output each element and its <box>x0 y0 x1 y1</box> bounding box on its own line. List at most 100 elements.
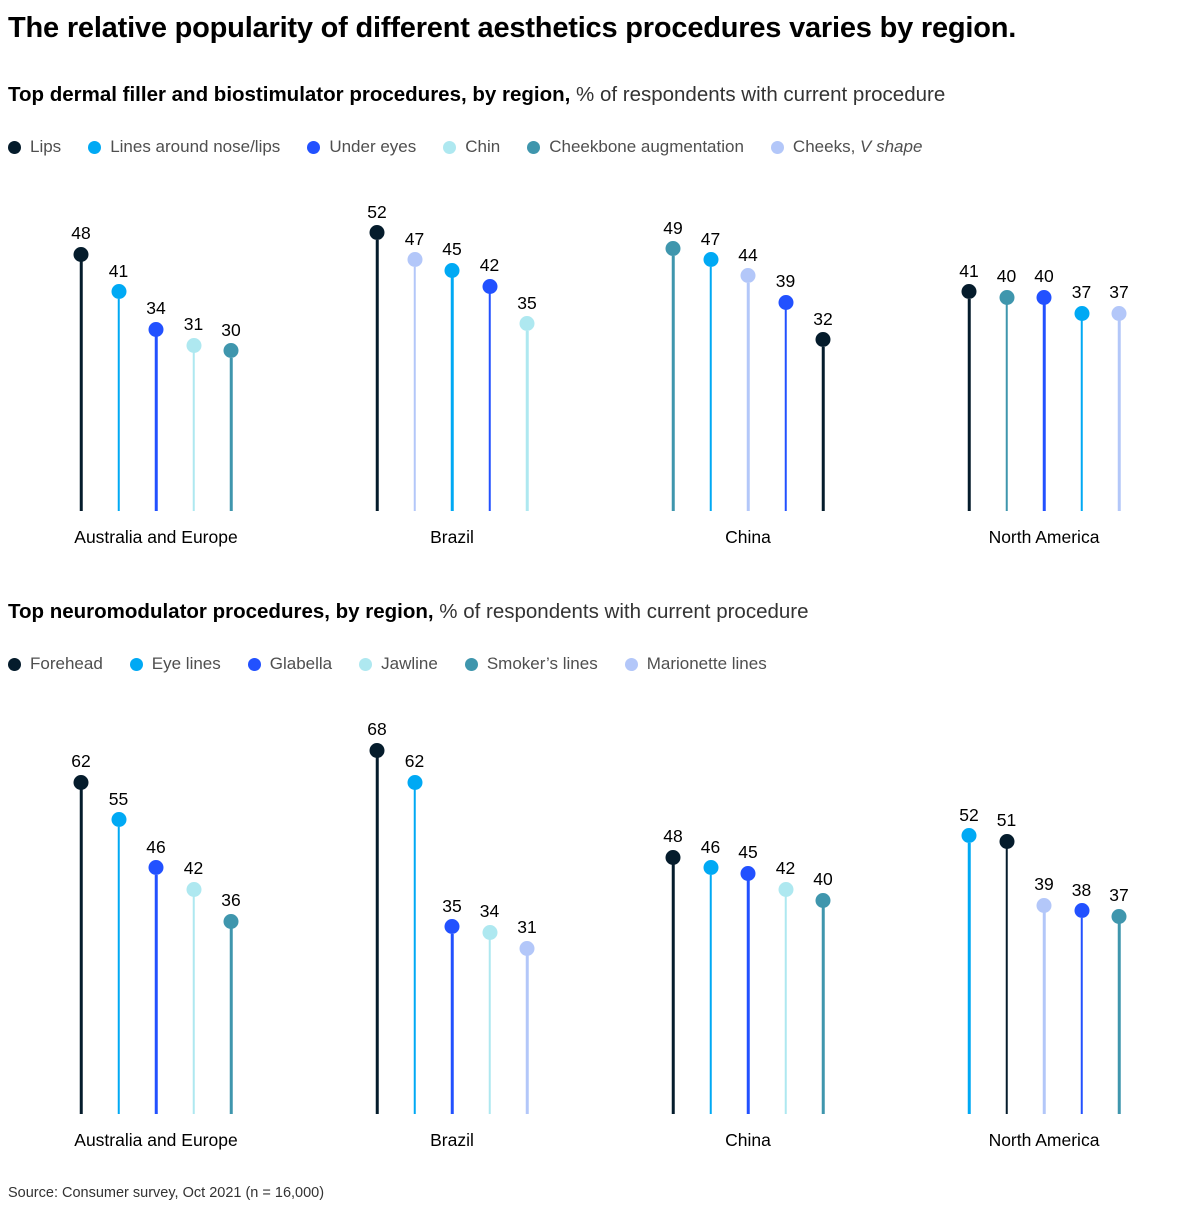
lollipop: 32 <box>804 181 842 511</box>
lollipop-stem <box>450 277 454 511</box>
lollipop-dot <box>778 881 793 897</box>
lollipop-stem <box>821 907 825 1114</box>
legend: Lips Lines around nose/lips Under eyes Chin… <box>8 137 1192 157</box>
lollipop-row: 52 51 39 38 37 <box>950 698 1138 1114</box>
lollipop-stem <box>450 933 454 1114</box>
lollipop: 51 <box>988 698 1026 1114</box>
source-note: Source: Consumer survey, Oct 2021 (n = 1… <box>8 1185 325 1201</box>
lollipop-dot <box>186 337 201 353</box>
lollipop-stem <box>154 874 158 1114</box>
value-label: 41 <box>959 260 979 281</box>
value-label: 62 <box>404 751 425 772</box>
lollipop: 37 <box>1100 698 1138 1114</box>
plot: 48 41 34 31 30 Australia and Europe 52 47 45 42 35… <box>8 181 1192 548</box>
value-label: 42 <box>183 858 204 879</box>
value-label: 32 <box>813 308 833 329</box>
value-label: 68 <box>367 719 387 740</box>
region-label: North America <box>988 1130 1100 1150</box>
lollipop: 42 <box>175 698 213 1114</box>
lollipop: 40 <box>1025 181 1063 511</box>
legend-dot-icon <box>527 140 541 154</box>
legend-label-italic: V shape <box>860 137 923 156</box>
value-label: 31 <box>517 917 537 938</box>
lollipop-dot <box>703 252 718 268</box>
legend-label: Chin <box>465 137 501 156</box>
legend-label: Marionette lines <box>646 654 767 673</box>
legend-item: Forehead <box>8 654 103 674</box>
chart-subtitle-bold: Top neuromodulator procedures, by region… <box>8 600 434 623</box>
value-label: 30 <box>221 319 241 340</box>
lollipop-stem <box>192 352 195 511</box>
lollipop-stem <box>1080 917 1083 1114</box>
value-label: 46 <box>700 836 721 857</box>
legend-dot-icon <box>359 657 373 671</box>
legend-item: Marionette lines <box>624 654 767 674</box>
value-label: 55 <box>108 788 129 809</box>
lollipop-stem <box>488 939 491 1114</box>
legend-item: Smoker’s lines <box>464 654 598 674</box>
legend-dot-icon <box>8 140 21 154</box>
lollipop: 47 <box>692 181 730 511</box>
lollipop: 44 <box>729 181 767 511</box>
region-group: 62 55 46 42 36 Australia and Europe <box>8 698 304 1151</box>
lollipop-dot <box>482 924 497 940</box>
region-label: China <box>725 527 771 547</box>
legend-dot-icon <box>88 140 102 154</box>
lollipop-stem <box>1080 320 1083 511</box>
lollipop-stem <box>784 309 787 511</box>
lollipop: 62 <box>62 698 100 1114</box>
lollipop-stem <box>821 346 825 511</box>
lollipop-dot <box>999 289 1014 305</box>
legend-dot-icon <box>247 657 261 671</box>
lollipop: 31 <box>175 181 213 511</box>
value-label: 44 <box>738 244 758 265</box>
lollipop: 31 <box>508 698 546 1114</box>
lollipop-stem <box>671 864 675 1114</box>
value-label: 52 <box>959 804 979 825</box>
chart-subtitle-unit: % of respondents with current procedure <box>570 83 946 106</box>
lollipop-stem <box>117 826 120 1114</box>
lollipop: 40 <box>988 181 1026 511</box>
value-label: 41 <box>108 260 129 281</box>
lollipop-dot <box>369 225 385 241</box>
lollipop: 52 <box>950 698 988 1114</box>
lollipop-stem <box>1005 848 1008 1114</box>
legend-dot-icon <box>464 657 478 671</box>
region-label: Brazil <box>430 1130 474 1150</box>
value-label: 40 <box>1034 266 1054 286</box>
lollipop: 41 <box>950 181 988 511</box>
lollipop-dot <box>1111 305 1127 321</box>
lollipop-dot <box>1036 897 1052 913</box>
lollipop-stem <box>375 757 379 1114</box>
legend-item: Glabella <box>247 654 332 674</box>
legend-item: Cheekbone augmentation <box>527 137 744 157</box>
region-label: China <box>725 1130 771 1150</box>
lollipop-stem <box>1005 304 1008 511</box>
lollipop: 48 <box>62 181 100 511</box>
value-label: 39 <box>775 271 796 292</box>
legend-item: Under eyes <box>307 137 416 157</box>
lollipop-stem <box>1117 923 1121 1114</box>
lollipop-stem <box>1042 912 1046 1114</box>
value-label: 47 <box>700 228 721 249</box>
legend-item: Jawline <box>359 654 438 674</box>
lollipop-stem <box>229 928 233 1114</box>
legend-label: Lines around nose/lips <box>110 137 281 156</box>
lollipop-dot <box>73 246 89 262</box>
lollipop-stem <box>967 842 971 1114</box>
legend-item: Lines around nose/lips <box>88 137 280 157</box>
legend-label: Lips <box>30 137 62 156</box>
lollipop: 42 <box>471 181 509 511</box>
value-label: 48 <box>71 223 91 244</box>
lollipop-stem <box>525 330 529 511</box>
lollipop: 68 <box>358 698 396 1114</box>
lollipop-dot <box>482 278 497 294</box>
region-group: 52 47 45 42 35 Brazil <box>304 181 600 548</box>
lollipop-stem <box>746 880 750 1114</box>
lollipop: 42 <box>767 698 805 1114</box>
region-label: Australia and Europe <box>74 1130 238 1150</box>
lollipop-dot <box>186 881 201 897</box>
lollipop: 45 <box>729 698 767 1114</box>
legend-label: Forehead <box>30 654 103 673</box>
legend-dot-icon <box>8 657 21 671</box>
